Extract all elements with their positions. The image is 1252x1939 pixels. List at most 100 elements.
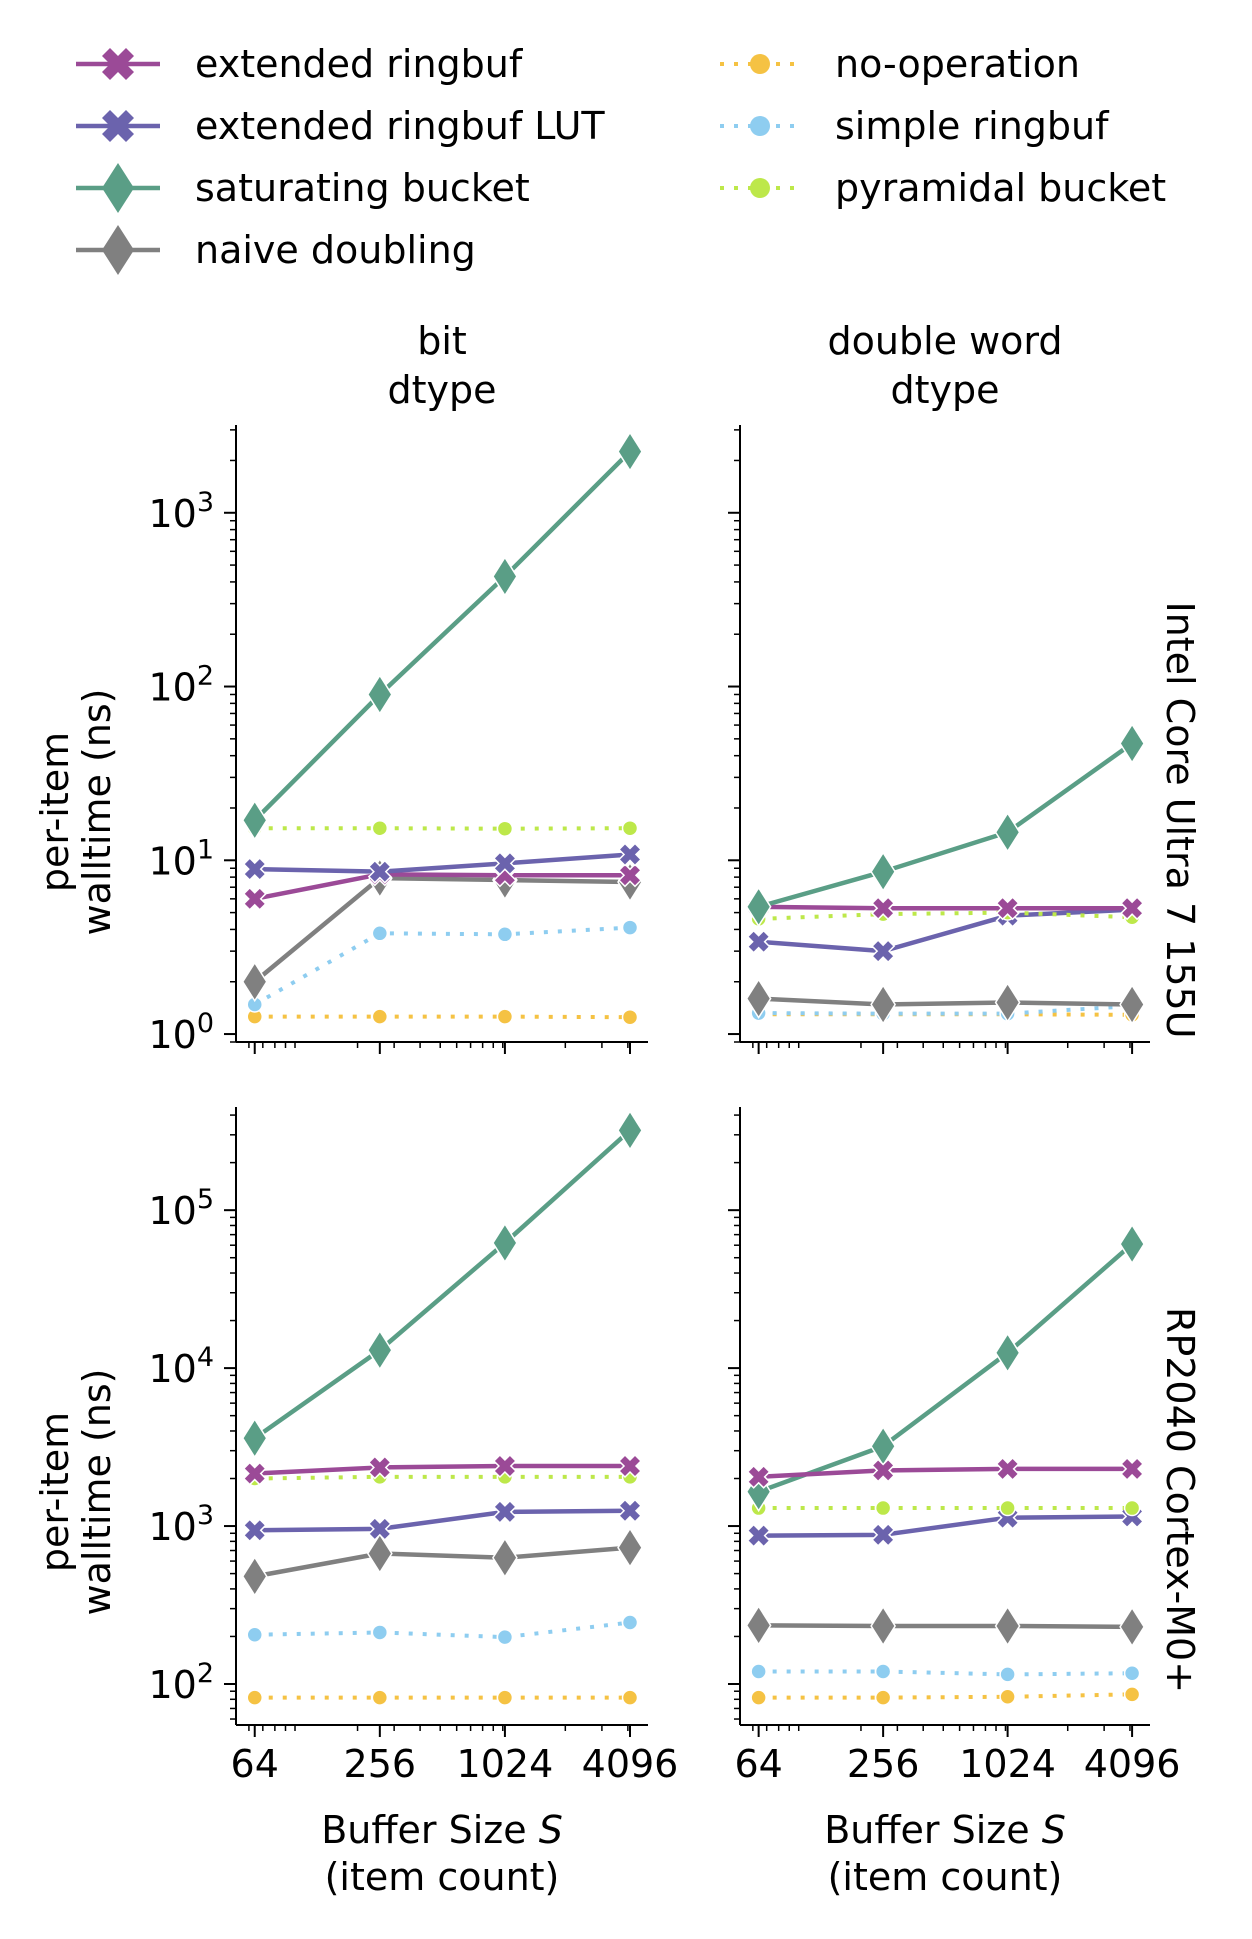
data-point-naive (1119, 1606, 1145, 1648)
data-point-naive (994, 982, 1021, 1023)
x-axis-label-1: Buffer Size S(item count) (321, 1808, 563, 1899)
data-point-ext (242, 1461, 267, 1486)
legend-marker-noop (750, 54, 770, 74)
data-point-naive (241, 1555, 268, 1597)
data-point-ext (1120, 1456, 1145, 1481)
y-axis-label-line2: walltime (ns) (75, 1369, 119, 1616)
data-point-simple (999, 1666, 1016, 1683)
data-point-sat (492, 1222, 518, 1264)
legend-entry-noop: no-operation (720, 42, 1080, 86)
y-axis-label-line1: per-item (33, 732, 77, 892)
data-point-pyr (874, 1499, 892, 1517)
data-point-noop (621, 1689, 639, 1706)
legend-entry-naive: naive doubling (76, 225, 476, 275)
series-line-noop (758, 1012, 1133, 1017)
x-axis-label-2: Buffer Size S(item count) (824, 1808, 1066, 1899)
series-line-ext (254, 1463, 631, 1476)
series-simple (750, 1663, 1141, 1683)
legend-label-noop: no-operation (835, 42, 1080, 86)
column-title-1: bit dtype (387, 319, 496, 412)
data-point-sat (1119, 1223, 1145, 1265)
x-tick-label: 64 (231, 1742, 279, 1786)
data-point-sat (617, 1109, 643, 1151)
series-line-naive (253, 875, 631, 984)
data-point-lut (367, 1516, 392, 1541)
series-simple (246, 919, 639, 1013)
series-lut (746, 1504, 1145, 1548)
data-point-ext (617, 863, 643, 888)
series-line-ext (254, 872, 631, 902)
series-line-sat (757, 1242, 1134, 1494)
series-naive (241, 1527, 643, 1597)
x-tick-label: 256 (344, 1742, 417, 1786)
data-point-pyr (621, 819, 639, 837)
series-simple (246, 1614, 639, 1646)
legend-label-sat: saturating bucket (195, 166, 530, 210)
data-point-ext (995, 1456, 1020, 1481)
series-line-lut (758, 1514, 1133, 1538)
data-point-simple (621, 919, 639, 936)
y-axis-label-line1: per-item (33, 1412, 77, 1572)
row-label-2: RP2040 Cortex-M0+ (1158, 1307, 1202, 1693)
legend-entry-simple: simple ringbuf (720, 104, 1110, 148)
data-point-sat (870, 1425, 897, 1467)
x-axis-label-line1: Buffer Size S (321, 1808, 563, 1852)
series-line-simple (253, 925, 631, 1007)
series-line-simple (254, 1620, 631, 1640)
data-point-sat (870, 851, 897, 893)
data-point-lut (242, 1518, 267, 1543)
legend-entry-pyr: pyramidal bucket (720, 166, 1166, 210)
series-noop (246, 1689, 639, 1706)
data-point-lut (617, 1498, 643, 1523)
panel-1-2 (728, 425, 1150, 1054)
data-point-noop (999, 1688, 1016, 1706)
series-line-pyr (758, 910, 1133, 921)
data-point-naive (745, 1604, 772, 1646)
series-line-lut (254, 852, 631, 874)
column-title-line1: double word (828, 319, 1063, 363)
data-point-naive (241, 961, 268, 1003)
data-point-naive (994, 1605, 1021, 1647)
series-lut (242, 842, 643, 884)
data-point-ext (492, 1453, 517, 1479)
column-title-2: double word dtype (828, 319, 1063, 412)
data-point-lut (367, 859, 392, 884)
panel-2-2: 64 256 1024 4096 (728, 1107, 1180, 1786)
data-point-ext (367, 1455, 392, 1480)
data-point-ext (746, 1464, 771, 1489)
legend-entry-lut: extended ringbuf LUT (76, 104, 605, 148)
legend-entry-ext: extended ringbuf (76, 42, 524, 86)
data-point-lut (617, 842, 643, 867)
data-point-ext (871, 1458, 896, 1483)
series-pyr (246, 819, 639, 837)
y-tick-label: 100 (148, 1008, 214, 1057)
legend-entry-sat: saturating bucket (76, 163, 530, 213)
data-point-noop (621, 1008, 639, 1026)
data-point-lut (871, 1522, 896, 1547)
data-point-simple (874, 1663, 892, 1680)
y-tick-label: 103 (148, 1500, 214, 1549)
series-line-noop (254, 1014, 631, 1020)
data-point-noop (874, 1689, 892, 1706)
data-point-naive (870, 984, 897, 1025)
data-point-ext (871, 896, 896, 921)
series-line-simple (758, 1669, 1133, 1677)
data-point-pyr (999, 1499, 1016, 1517)
x-tick-label: 1024 (959, 1742, 1056, 1786)
y-axis-label-line2: walltime (ns) (75, 689, 119, 936)
data-point-naive (1119, 984, 1145, 1025)
series-line-naive (758, 996, 1133, 1007)
data-point-sat (241, 799, 268, 841)
series-pyr (750, 1499, 1141, 1517)
data-point-naive (617, 1527, 643, 1569)
column-title-line1: bit (417, 319, 467, 363)
y-tick-label: 102 (148, 661, 214, 710)
legend-marker-lut (102, 110, 134, 142)
data-point-simple (371, 925, 389, 942)
y-tick-label: 105 (148, 1184, 214, 1233)
data-point-simple (246, 1626, 263, 1644)
legend-label-simple: simple ringbuf (835, 104, 1110, 148)
